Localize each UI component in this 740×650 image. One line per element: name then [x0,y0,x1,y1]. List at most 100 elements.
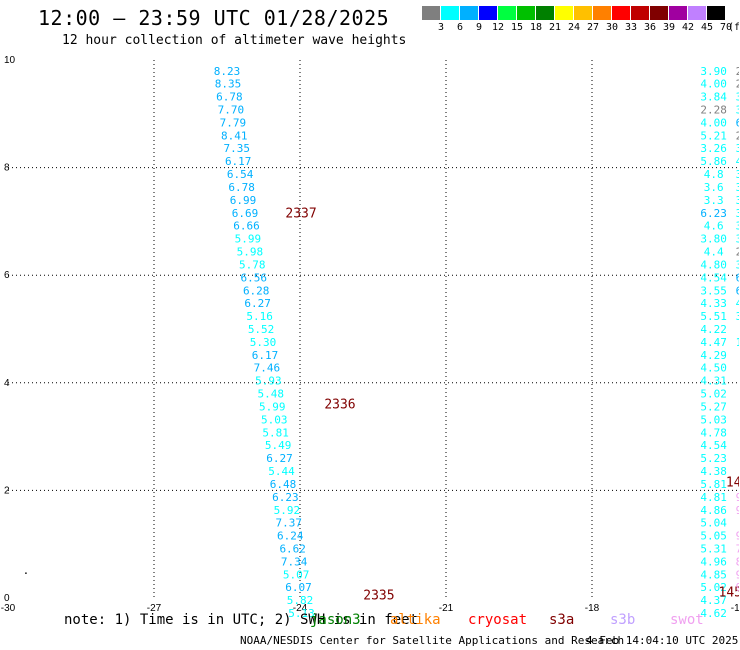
wave-height-value: 5.49 [265,439,292,452]
track-time-label: 145 [719,586,740,601]
footer-note: note: 1) Time is in UTC; 2) SWH is in fe… [64,612,419,628]
legend-label: 3 [437,22,445,33]
wave-height-value: 6.07 [285,581,312,594]
mission-label-s3a: s3a [549,612,575,628]
track-time-label: 2335 [363,588,394,603]
legend-swatch [498,6,516,20]
wave-height-value: 5.04 [700,517,727,530]
wave-height-value: 6.78 [216,91,243,104]
wave-height-value: 4.6 [704,220,724,233]
wave-height-value: 3.80 [700,233,727,246]
wave-height-value: 3.2 [736,91,740,104]
wave-height-value: 7.35 [223,142,250,155]
y-tick-label: 0 [4,593,10,604]
wave-height-value: 3.90 [700,65,727,78]
track-time-label: 2337 [285,206,316,221]
wave-height-value: 90.9 [736,568,740,581]
legend-unit: (ft) [728,22,740,33]
legend-label: 24 [567,22,581,33]
wave-height-value: 3.84 [700,91,727,104]
wave-height-value: 3.17 [736,142,740,155]
legend-swatch [536,6,554,20]
wave-height-value: 8.23 [214,65,241,78]
legend-swatch [669,6,687,20]
legend-label: 42 [681,22,695,33]
wave-height-value: 6.3 [736,116,740,129]
wave-height-value: 5.82 [287,594,314,607]
wave-height-value: 4.96 [700,555,727,568]
wave-height-value: 4.8 [704,168,724,181]
page-subtitle: 12 hour collection of altimeter wave hei… [62,33,407,48]
generated-timestamp: 4 Feb 14:04:10 UTC 2025 [586,634,739,647]
wave-height-value: 4.00 [700,116,727,129]
wave-height-value: 4.50 [700,362,727,375]
legend-swatch [593,6,611,20]
wave-height-value: 2.28 [700,103,727,116]
wave-height-value: 5.31 [700,543,727,556]
wave-height-value: 5.30 [250,336,277,349]
legend-swatch [650,6,668,20]
page-title: 12:00 – 23:59 UTC 01/28/2025 [38,6,390,30]
wave-height-value: 6.78 [228,181,255,194]
mission-label-altika: altika [390,612,441,628]
wave-height-value: 3.60 [736,220,740,233]
wave-height-value: 6.0 [736,271,740,284]
wave-height-value: 98. [736,530,740,543]
wave-height-value: 7.70 [218,103,245,116]
wave-height-value: 6.27 [244,297,271,310]
x-tick-label: -27 [147,603,162,614]
wave-height-value: 6.23 [272,491,299,504]
wave-height-value: 5.86 [700,155,727,168]
wave-height-value: 5.99 [235,233,262,246]
wave-height-value: 95 [736,504,740,517]
wave-height-value: 6.62 [279,543,306,556]
wave-height-value: 6.99 [230,194,257,207]
wave-height-value: 3.55 [700,284,727,297]
track-time-label: 2336 [324,397,355,412]
wave-height-value: 8.41 [221,129,248,142]
wave-height-value: 3.26 [700,142,727,155]
wave-height-value: 5.81 [700,478,727,491]
wave-height-value: 6.54 [227,168,254,181]
legend-swatch [612,6,630,20]
x-tick-label: -21 [439,603,454,614]
x-tick-label: -18 [585,603,600,614]
wave-height-value: 5.44 [268,465,295,478]
wave-height-value: 4.54 [700,271,727,284]
wave-height-value: 5.99 [259,400,286,413]
wave-height-value: 3.42 [736,168,740,181]
wave-height-value: 5.21 [700,129,727,142]
wave-height-value: 5.48 [258,388,285,401]
mission-label-cryosat: cryosat [468,612,528,628]
wave-height-value: 5.78 [239,258,266,271]
wave-height-value: 7.37 [276,517,303,530]
wave-height-value: 89.7 [736,555,740,568]
legend-swatch [688,6,706,20]
legend-label: 9 [475,22,483,33]
credit-line: NOAA/NESDIS Center for Satellite Applica… [240,634,625,647]
wave-height-value: 4.22 [700,323,727,336]
wave-height-value: 5.92 [274,504,301,517]
wave-height-value: 4.31 [700,375,727,388]
wave-height-value: 4.78 [700,426,727,439]
wave-height-value: 3.3 [704,194,724,207]
wave-height-value: 3.9 [736,258,740,271]
wave-height-value: 4.4 [704,246,724,259]
legend-label: 6 [456,22,464,33]
wave-height-value: 5.51 [700,310,727,323]
wave-height-value: 4.54 [736,155,740,168]
wave-height-value: 6.69 [232,207,259,220]
y-tick-label: 8 [4,163,10,174]
wave-height-value: 5.13 [288,607,315,620]
wave-height-value: 4.85 [700,568,727,581]
wave-height-value: 5.23 [700,452,727,465]
wave-height-value: 6.27 [266,452,293,465]
y-tick-label: 10 [4,55,16,66]
legend-swatch [422,6,440,20]
legend-label: 39 [662,22,676,33]
legend-label: 33 [624,22,638,33]
wave-height-value: 7.79 [220,116,247,129]
wave-height-value: 7.46 [254,362,281,375]
legend-label: 15 [510,22,524,33]
